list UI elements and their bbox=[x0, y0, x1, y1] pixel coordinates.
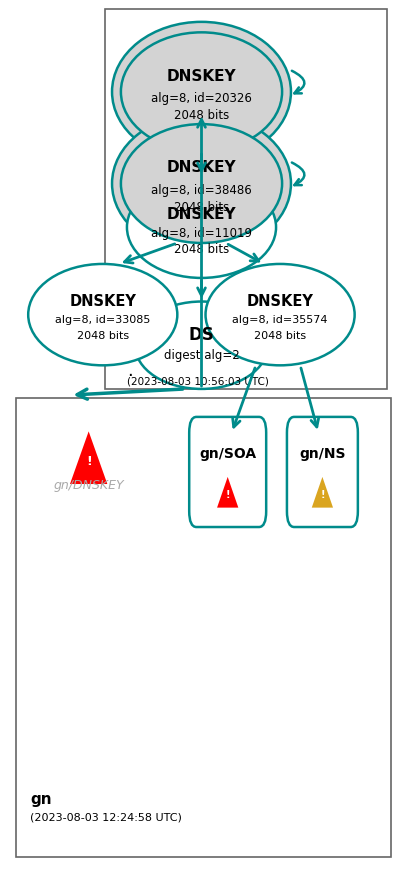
FancyArrowPatch shape bbox=[292, 71, 304, 94]
Text: alg=8, id=11019: alg=8, id=11019 bbox=[151, 227, 252, 239]
Text: DNSKEY: DNSKEY bbox=[69, 294, 136, 309]
Text: !: ! bbox=[225, 489, 230, 500]
Ellipse shape bbox=[127, 177, 276, 278]
Ellipse shape bbox=[112, 114, 291, 253]
FancyBboxPatch shape bbox=[16, 398, 391, 857]
Text: gn/DNSKEY: gn/DNSKEY bbox=[53, 479, 124, 491]
Text: 2048 bits: 2048 bits bbox=[174, 243, 229, 255]
Text: 2048 bits: 2048 bits bbox=[174, 201, 229, 213]
Ellipse shape bbox=[135, 302, 268, 389]
Text: DS: DS bbox=[189, 326, 214, 343]
Polygon shape bbox=[69, 428, 109, 485]
Polygon shape bbox=[310, 474, 334, 509]
Ellipse shape bbox=[206, 264, 355, 365]
Text: DNSKEY: DNSKEY bbox=[167, 68, 236, 84]
FancyBboxPatch shape bbox=[189, 417, 266, 527]
FancyBboxPatch shape bbox=[105, 9, 387, 389]
Text: 2048 bits: 2048 bits bbox=[254, 330, 306, 341]
Text: gn/SOA: gn/SOA bbox=[199, 447, 256, 461]
Text: !: ! bbox=[86, 455, 91, 468]
Text: gn/NS: gn/NS bbox=[299, 447, 346, 461]
Ellipse shape bbox=[112, 22, 291, 162]
Text: digest alg=2: digest alg=2 bbox=[164, 350, 239, 362]
Text: alg=8, id=20326: alg=8, id=20326 bbox=[151, 93, 252, 105]
Text: !: ! bbox=[320, 489, 325, 500]
Text: 2048 bits: 2048 bits bbox=[174, 109, 229, 121]
Text: (2023-08-03 12:24:58 UTC): (2023-08-03 12:24:58 UTC) bbox=[30, 812, 182, 822]
Ellipse shape bbox=[121, 32, 282, 151]
FancyArrowPatch shape bbox=[292, 163, 304, 185]
Text: alg=8, id=38486: alg=8, id=38486 bbox=[151, 184, 252, 197]
Text: alg=8, id=33085: alg=8, id=33085 bbox=[55, 315, 150, 325]
Text: .: . bbox=[127, 363, 133, 380]
Text: DNSKEY: DNSKEY bbox=[167, 160, 236, 176]
Text: DNSKEY: DNSKEY bbox=[167, 206, 236, 222]
Ellipse shape bbox=[28, 264, 177, 365]
Text: DNSKEY: DNSKEY bbox=[247, 294, 314, 309]
Text: (2023-08-03 10:56:03 UTC): (2023-08-03 10:56:03 UTC) bbox=[127, 377, 269, 387]
Ellipse shape bbox=[121, 124, 282, 243]
Text: 2048 bits: 2048 bits bbox=[77, 330, 129, 341]
Polygon shape bbox=[216, 474, 240, 509]
Text: gn: gn bbox=[30, 792, 52, 808]
Text: alg=8, id=35574: alg=8, id=35574 bbox=[233, 315, 328, 325]
FancyBboxPatch shape bbox=[287, 417, 358, 527]
